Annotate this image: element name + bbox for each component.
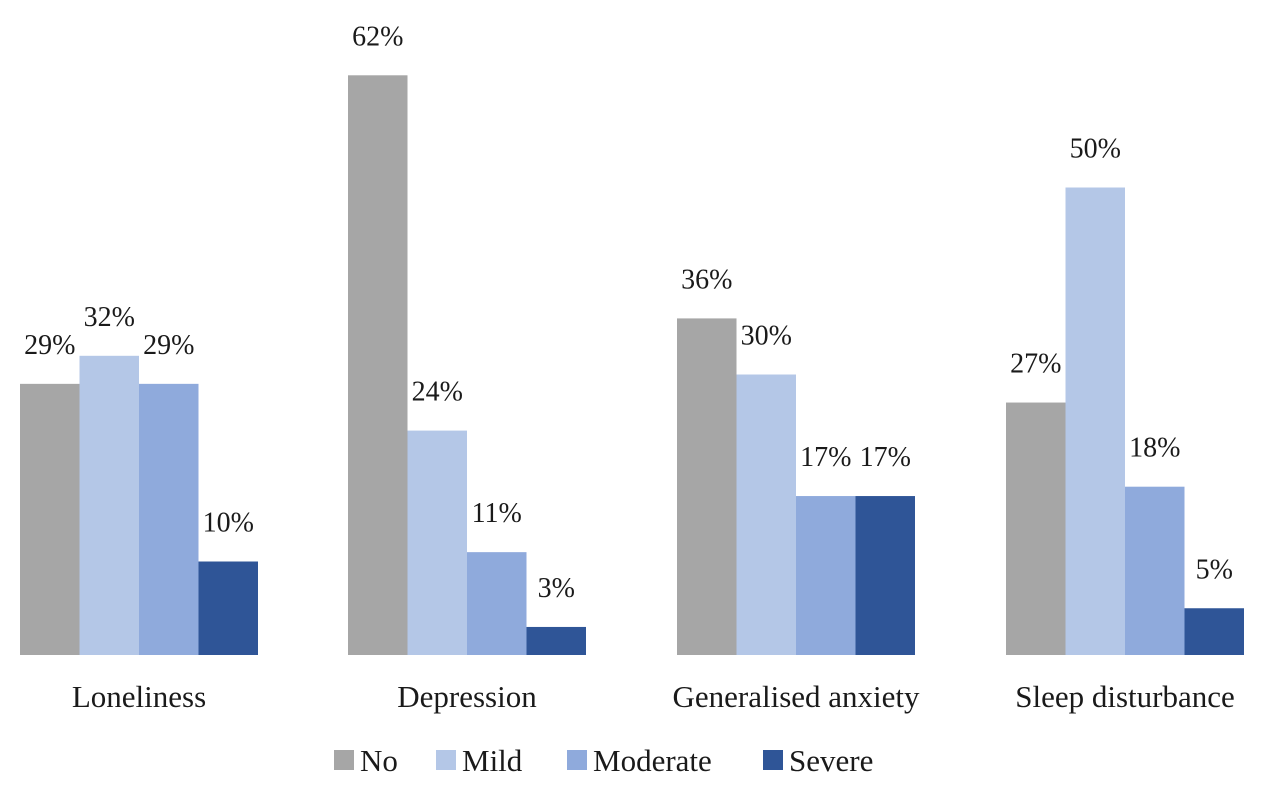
data-label-generalised-anxiety-severe: 17% bbox=[860, 442, 911, 473]
bar-depression-severe bbox=[526, 626, 586, 655]
bar-depression-moderate bbox=[467, 552, 527, 655]
value-labels-layer: 29% 32% 29% 10% 62% 24% 11% 3% 36% 30% 17% 17% 27% 50… bbox=[24, 21, 1233, 604]
category-label-depression: Depression bbox=[397, 679, 537, 714]
bar-depression-mild bbox=[407, 430, 467, 655]
bars-layer bbox=[20, 75, 1244, 656]
category-label-loneliness: Loneliness bbox=[72, 679, 206, 714]
category-label-sleep-disturbance: Sleep disturbance bbox=[1015, 679, 1235, 714]
legend-item-severe: Severe bbox=[763, 743, 873, 778]
legend-item-mild: Mild bbox=[436, 743, 523, 778]
bar-sleep-disturbance-severe bbox=[1184, 608, 1244, 655]
legend-swatch-mild bbox=[436, 750, 456, 770]
data-label-loneliness-moderate: 29% bbox=[143, 330, 194, 361]
category-labels-layer: Loneliness Depression Generalised anxiety S… bbox=[72, 679, 1235, 714]
bar-loneliness-moderate bbox=[139, 383, 199, 655]
bar-loneliness-no bbox=[20, 383, 80, 655]
bar-loneliness-severe bbox=[198, 561, 258, 655]
legend-label-moderate: Moderate bbox=[593, 743, 712, 778]
bar-generalised-anxiety-moderate bbox=[796, 496, 856, 655]
legend-swatch-moderate bbox=[567, 750, 587, 770]
legend-swatch-severe bbox=[763, 750, 783, 770]
category-label-generalised-anxiety: Generalised anxiety bbox=[672, 679, 920, 714]
legend-label-mild: Mild bbox=[462, 743, 523, 778]
bar-generalised-anxiety-no bbox=[677, 318, 737, 655]
data-label-sleep-disturbance-severe: 5% bbox=[1196, 554, 1233, 585]
data-label-depression-moderate: 11% bbox=[472, 498, 522, 529]
bar-generalised-anxiety-severe bbox=[855, 496, 915, 655]
bar-generalised-anxiety-mild bbox=[736, 374, 796, 655]
bar-sleep-disturbance-moderate bbox=[1125, 486, 1185, 655]
legend-label-severe: Severe bbox=[789, 743, 873, 778]
data-label-generalised-anxiety-no: 36% bbox=[681, 264, 732, 295]
data-label-loneliness-severe: 10% bbox=[203, 508, 254, 539]
legend-label-no: No bbox=[360, 743, 398, 778]
bar-depression-no bbox=[348, 75, 408, 656]
data-label-loneliness-no: 29% bbox=[24, 330, 75, 361]
data-label-depression-severe: 3% bbox=[538, 573, 575, 604]
data-label-generalised-anxiety-mild: 30% bbox=[741, 321, 792, 352]
legend-swatch-no bbox=[334, 750, 354, 770]
legend-item-moderate: Moderate bbox=[567, 743, 712, 778]
data-label-sleep-disturbance-mild: 50% bbox=[1070, 134, 1121, 165]
legend-item-no: No bbox=[334, 743, 398, 778]
data-label-loneliness-mild: 32% bbox=[84, 302, 135, 333]
legend: No Mild Moderate Severe bbox=[334, 743, 873, 778]
bar-sleep-disturbance-no bbox=[1006, 402, 1066, 655]
bar-sleep-disturbance-mild bbox=[1065, 187, 1125, 655]
data-label-sleep-disturbance-moderate: 18% bbox=[1129, 433, 1180, 464]
data-label-sleep-disturbance-no: 27% bbox=[1010, 349, 1061, 380]
data-label-generalised-anxiety-moderate: 17% bbox=[800, 442, 851, 473]
bar-loneliness-mild bbox=[79, 355, 139, 655]
data-label-depression-no: 62% bbox=[352, 21, 403, 52]
data-label-depression-mild: 24% bbox=[412, 377, 463, 408]
